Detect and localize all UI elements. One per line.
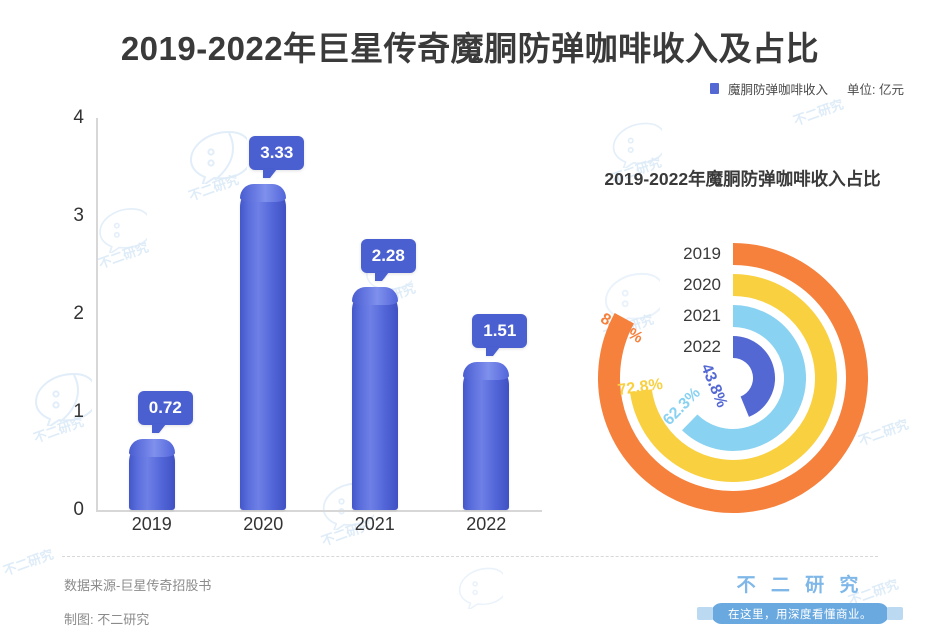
- y-axis-tick: 1: [73, 401, 84, 422]
- x-axis-label: 2022: [466, 514, 507, 534]
- legend-series-label: 魔胴防弹咖啡收入: [728, 83, 829, 97]
- radial-category-label: 2021: [683, 306, 721, 325]
- watermark: [455, 565, 503, 609]
- watermark: 不二研究: [0, 546, 55, 578]
- radial-category-label: 2020: [683, 275, 721, 294]
- y-axis-line: [96, 118, 98, 510]
- credit-text: 制图: 不二研究: [64, 612, 150, 627]
- label-pointer-icon: [151, 424, 166, 434]
- radial-arc[interactable]: [629, 274, 837, 482]
- radial-category-label: 2019: [683, 244, 721, 263]
- bar[interactable]: [351, 286, 398, 510]
- legend-swatch-icon: [710, 83, 720, 94]
- legend-unit-label: 单位: 亿元: [847, 83, 904, 97]
- watermark-text: 不二研究: [791, 96, 846, 129]
- radial-bar-chart: 2019-2022年魔胴防弹咖啡收入占比 2019 2020 2021 2022 83…: [545, 150, 940, 550]
- radial-arc[interactable]: [598, 243, 868, 513]
- ribbon-left-icon: [697, 607, 713, 620]
- logo-name-text: 不 二 研 究: [736, 575, 864, 596]
- y-axis-tick: 3: [73, 205, 84, 226]
- label-pointer-icon: [263, 168, 278, 178]
- radial-arc[interactable]: [682, 305, 806, 451]
- y-axis-tick: 4: [73, 107, 84, 128]
- radial-rings: [598, 243, 868, 513]
- watermark: 不二研究: [790, 96, 845, 128]
- bar[interactable]: [240, 183, 287, 510]
- y-axis-tick: 2: [73, 303, 84, 324]
- page-title: 2019-2022年巨星传奇魔胴防弹咖啡收入及占比: [120, 30, 820, 67]
- bar-value-label: 1.51: [472, 314, 528, 357]
- bar-chart: 0 1 2 3 4 0.72 3.33 2.28 1.51 2019 2020 2021 2022: [0, 107, 560, 550]
- x-axis-label: 2020: [243, 514, 284, 534]
- bar[interactable]: [128, 439, 175, 510]
- logo-tagline-text: 在这里，用深度看懂商业。: [728, 608, 872, 621]
- radial-chart-title: 2019-2022年魔胴防弹咖啡收入占比: [604, 169, 881, 189]
- y-axis-tick: 0: [73, 499, 84, 520]
- brand-logo: 不 二 研 究 在这里，用深度看懂商业。: [697, 570, 903, 624]
- radial-arc[interactable]: [732, 336, 775, 417]
- x-axis-label: 2019: [131, 514, 172, 534]
- label-pointer-icon: [374, 271, 389, 281]
- ribbon-right-icon: [887, 607, 903, 620]
- radial-category-label: 2022: [683, 337, 721, 356]
- footer-divider: [62, 556, 878, 557]
- data-source-text: 数据来源-巨星传奇招股书: [64, 578, 212, 593]
- x-axis-line: [96, 510, 542, 512]
- label-pointer-icon: [486, 347, 501, 357]
- bar-value-label: 2.28: [360, 238, 416, 281]
- bar-value-label: 0.72: [137, 391, 193, 434]
- bar[interactable]: [463, 362, 510, 510]
- logo-tagline-banner: 在这里，用深度看懂商业。: [697, 603, 903, 624]
- bar-value-label: 3.33: [249, 135, 305, 178]
- legend: 魔胴防弹咖啡收入 单位: 亿元: [710, 79, 904, 98]
- x-axis-label: 2021: [354, 514, 395, 534]
